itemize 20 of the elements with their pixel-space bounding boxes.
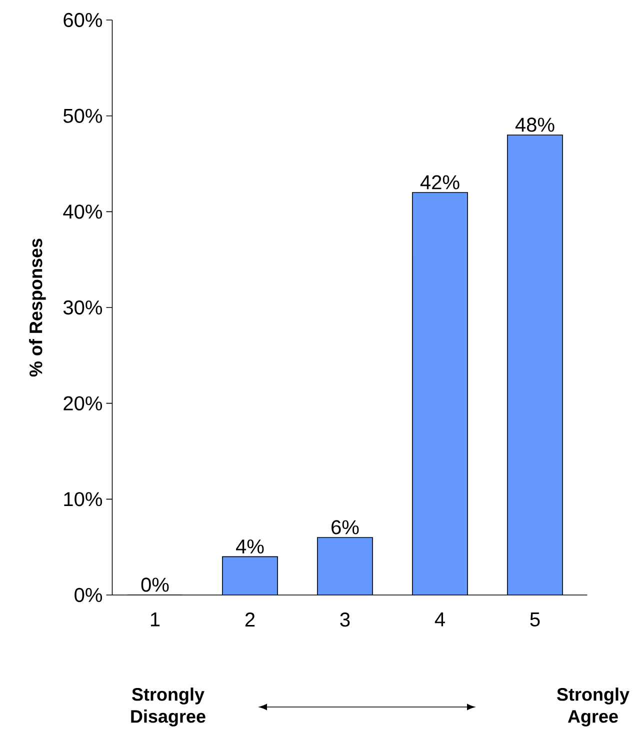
x-tick-label: 3 [340,612,350,627]
data-label: 4% [236,539,264,554]
data-label: 6% [332,520,359,534]
x-tick-label: 2 [245,612,255,626]
y-tick-label: 10% [64,492,102,506]
x-tick-label: 5 [530,612,540,626]
y-tick-label: 60% [64,12,102,28]
y-tick-label: 40% [63,204,102,219]
y-tick-label: 20% [64,396,102,410]
data-label: 42% [420,175,460,190]
y-tick-label: 30% [63,300,102,315]
text: Strongly Agree [557,688,630,726]
y-tick-label: 0% [74,588,102,602]
data-label: 0% [141,578,169,592]
y-tick-label: 50% [63,108,102,123]
text: Strongly Disagree [131,688,206,726]
data-label: 48% [515,118,554,132]
x-tick-label: 4 [434,612,445,626]
x-tick-label: 1 [150,612,160,626]
y-axis-title: % of Responses [29,238,46,377]
